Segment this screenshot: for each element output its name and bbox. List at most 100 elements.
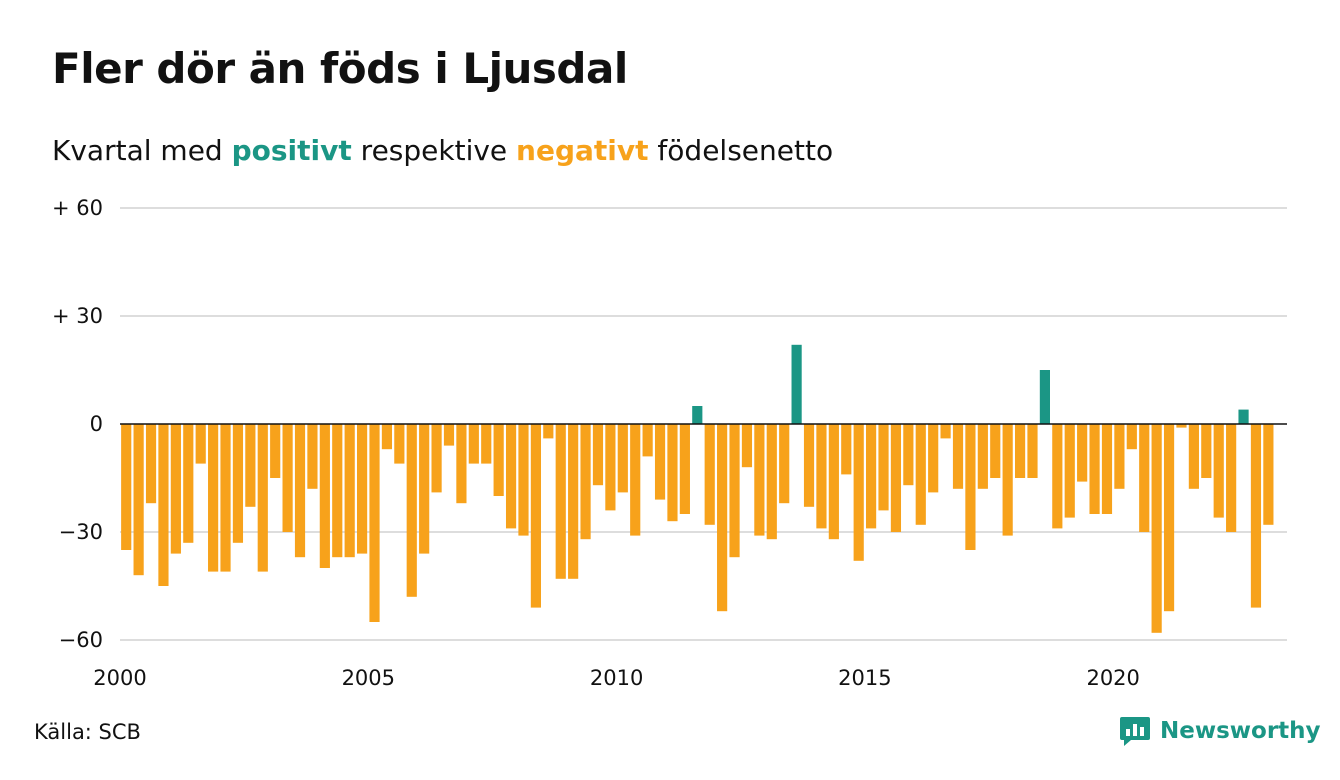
bar-negative <box>704 424 715 525</box>
bar-negative <box>1188 424 1199 489</box>
bar-negative <box>183 424 194 543</box>
bar-negative <box>605 424 616 511</box>
subtitle-middle: respektive <box>351 134 517 167</box>
bar-negative <box>505 424 517 529</box>
bar-negative <box>270 424 281 478</box>
bar-negative <box>220 424 231 572</box>
y-tick-label: + 60 <box>52 196 103 220</box>
bar-negative <box>555 424 566 579</box>
bar-negative <box>667 424 678 522</box>
bar-negative <box>145 424 157 504</box>
bar-negative <box>717 424 728 612</box>
bar-negative <box>294 424 306 558</box>
bar-negative <box>754 424 765 536</box>
axes: + 60 + 30 0 −30 −60 2000 2005 2010 2015 2020 <box>52 196 1287 690</box>
bar-negative <box>481 424 492 464</box>
bar-negative <box>816 424 827 529</box>
bar-negative <box>1201 424 1212 478</box>
bar-negative <box>1014 424 1026 478</box>
bar-negative <box>803 424 815 507</box>
bar-chart-speech-bubble-icon <box>1120 717 1150 746</box>
bar-negative <box>419 424 430 554</box>
bar-negative <box>928 424 939 493</box>
y-tick-label: −60 <box>59 628 103 652</box>
x-tick-label: 2000 <box>93 666 146 690</box>
bar-negative <box>208 424 219 572</box>
bar-negative <box>1263 424 1274 525</box>
bar-negative <box>729 424 740 558</box>
bar-negative <box>890 424 902 532</box>
source-note: Källa: SCB <box>34 720 141 744</box>
bar-negative <box>568 424 579 579</box>
bar-negative <box>381 424 393 450</box>
bar-negative <box>543 424 554 439</box>
x-tick-label: 2010 <box>590 666 643 690</box>
y-tick-label: 0 <box>90 412 103 436</box>
bar-negative <box>1002 424 1013 536</box>
bar-positive <box>692 406 703 424</box>
brand-name: Newsworthy <box>1160 718 1321 744</box>
bar-positive <box>1238 409 1249 424</box>
bar-negative <box>779 424 790 504</box>
subtitle-negative-word: negativt <box>516 134 649 167</box>
bar-negative <box>158 424 169 586</box>
bar-negative <box>679 424 690 514</box>
bar-negative <box>828 424 839 540</box>
bar-negative <box>1089 424 1100 514</box>
bar-negative <box>915 424 926 525</box>
bar-negative <box>1213 424 1224 518</box>
gridlines <box>120 207 1287 641</box>
subtitle-prefix: Kvartal med <box>52 134 232 167</box>
bar-negative <box>133 424 144 576</box>
bar-negative <box>1139 424 1150 532</box>
bar-negative <box>841 424 852 475</box>
bar-negative <box>282 424 293 532</box>
bar-negative <box>766 424 777 540</box>
bar-negative <box>468 424 479 464</box>
chart-title: Fler dör än föds i Ljusdal <box>52 44 628 93</box>
bar-negative <box>1126 424 1137 450</box>
bar-negative <box>1176 424 1187 428</box>
bar-positive <box>791 344 802 424</box>
bar-negative <box>406 424 417 597</box>
x-tick-label: 2020 <box>1086 666 1139 690</box>
bar-negative <box>319 424 330 568</box>
subtitle-positive-word: positivt <box>231 134 352 167</box>
bar-negative <box>741 424 753 468</box>
bar-negative <box>245 424 256 507</box>
bar-negative <box>1077 424 1088 482</box>
bar-negative <box>1151 424 1162 633</box>
chart-subtitle: Kvartal med positivt respektive negativt… <box>52 134 833 167</box>
bar-negative <box>630 424 641 536</box>
x-tick-label: 2015 <box>838 666 891 690</box>
bar-negative <box>518 424 529 536</box>
bar-negative <box>530 424 541 608</box>
bar-negative <box>170 424 181 554</box>
bar-negative <box>642 424 653 457</box>
bar-negative <box>369 424 380 622</box>
bar-negative <box>580 424 591 540</box>
bar-negative <box>853 424 864 561</box>
bar-negative <box>232 424 244 543</box>
x-tick-label: 2005 <box>342 666 395 690</box>
bar-negative <box>1114 424 1125 489</box>
bar-negative <box>1064 424 1075 518</box>
bar-negative <box>1101 424 1113 514</box>
bar-negative <box>195 424 206 464</box>
bar-negative <box>443 424 455 446</box>
bar-negative <box>903 424 914 486</box>
bar-negative <box>977 424 988 489</box>
bar-negative <box>617 424 628 493</box>
bar-negative <box>257 424 268 572</box>
bar-negative <box>332 424 343 558</box>
bar-negative <box>878 424 889 511</box>
bar-negative <box>344 424 355 558</box>
bar-negative <box>1052 424 1063 529</box>
bar-negative <box>456 424 467 504</box>
bar-negative <box>493 424 504 496</box>
brand: Newsworthy <box>1118 712 1321 750</box>
y-tick-label: + 30 <box>52 304 103 328</box>
bar-negative <box>990 424 1001 478</box>
bar-negative <box>1226 424 1237 532</box>
